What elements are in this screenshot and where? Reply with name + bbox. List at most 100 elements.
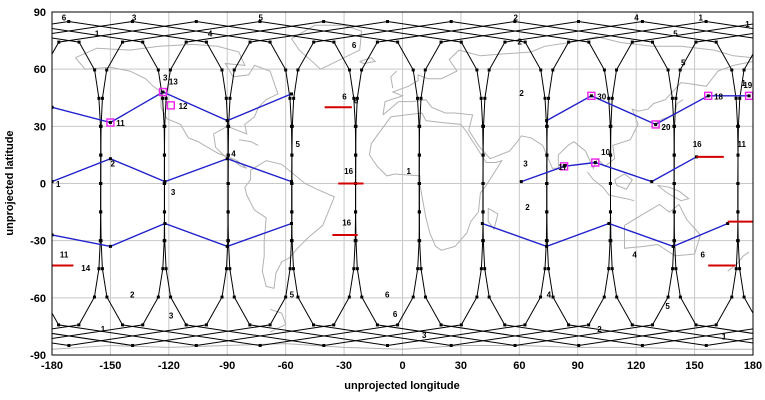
track-marker	[670, 96, 674, 100]
satellite-label: 18	[714, 93, 723, 102]
track-marker	[545, 124, 549, 128]
track-marker	[736, 182, 740, 185]
track-marker	[226, 210, 230, 214]
track-marker	[487, 68, 491, 72]
satellite-label: 6	[354, 96, 359, 105]
link-node-marker	[225, 157, 229, 161]
satellite-label: 3	[132, 13, 137, 22]
satellite-label: 17	[558, 163, 567, 172]
track-marker	[354, 153, 358, 157]
x-tick-label: -60	[278, 360, 294, 372]
map-outline-uk	[390, 70, 398, 89]
satellite-label: 3	[163, 74, 168, 83]
track-marker	[481, 210, 485, 214]
track-marker	[396, 323, 400, 327]
satellite-label: 6	[700, 251, 705, 260]
link-node-marker	[108, 121, 112, 125]
track-marker	[99, 210, 103, 214]
track-marker	[322, 20, 326, 24]
track-marker	[284, 68, 288, 72]
track-marker	[98, 124, 102, 128]
x-tick-label: -120	[158, 360, 180, 372]
link-node-marker	[225, 119, 229, 123]
track-marker	[348, 68, 352, 72]
track-marker	[483, 96, 487, 100]
satellite-label: 30	[597, 93, 606, 102]
satellite-label: 6	[352, 41, 357, 50]
track-marker	[678, 68, 682, 72]
track-marker	[608, 239, 612, 243]
track-marker	[481, 239, 485, 243]
isl-link	[52, 222, 292, 248]
x-tick-label: -150	[99, 360, 121, 372]
grid-layer	[51, 11, 754, 356]
track-marker	[156, 68, 160, 72]
track-marker	[567, 40, 571, 44]
inter-satellite-link-layer	[52, 90, 751, 248]
track-marker	[419, 96, 423, 100]
satellite-label: 3	[523, 159, 528, 168]
track-marker	[742, 295, 746, 299]
track-marker	[332, 40, 336, 44]
satellite-label: 1	[406, 167, 411, 176]
link-node-marker	[562, 164, 566, 168]
highlighted-satellite-13	[158, 87, 168, 97]
track-marker	[714, 40, 718, 44]
track-marker	[130, 20, 134, 24]
track-marker	[141, 323, 145, 327]
track-marker	[736, 239, 740, 243]
track-marker	[607, 267, 611, 271]
track-marker	[672, 153, 676, 157]
track-marker	[360, 295, 364, 299]
map-outline-new_zealand	[727, 251, 750, 272]
track-marker	[77, 323, 81, 327]
track-marker	[411, 295, 415, 299]
isl-link	[52, 91, 292, 124]
track-marker	[479, 96, 483, 100]
track-marker	[100, 96, 104, 100]
track-marker	[475, 295, 479, 299]
track-marker	[610, 96, 614, 100]
track-marker	[734, 96, 738, 100]
track-marker	[545, 153, 549, 157]
track-marker	[439, 323, 443, 327]
track-marker	[513, 20, 517, 24]
link-node-marker	[726, 222, 730, 226]
y-tick-label: 30	[34, 121, 46, 133]
track-marker	[224, 267, 228, 271]
track-marker	[630, 323, 634, 327]
satellite-label: 1	[741, 79, 746, 88]
track-marker	[742, 68, 746, 72]
track-marker	[736, 124, 740, 128]
track-marker	[226, 239, 230, 243]
highlighted-satellite-30	[587, 91, 596, 101]
track-marker	[640, 20, 644, 24]
y-tick-label: -60	[30, 293, 46, 305]
track-marker	[672, 210, 676, 214]
satellite-label: 6	[62, 13, 67, 22]
track-marker	[678, 295, 682, 299]
track-marker	[539, 295, 543, 299]
track-marker	[587, 40, 591, 44]
track-marker	[312, 323, 316, 327]
track-marker	[411, 68, 415, 72]
highlighted-satellite-11	[106, 118, 115, 127]
track-marker	[614, 68, 618, 72]
track-marker	[161, 267, 165, 271]
link-node-marker	[290, 180, 294, 184]
track-marker	[577, 20, 581, 24]
satellite-label: 16	[342, 218, 351, 227]
track-marker	[608, 153, 612, 157]
track-marker	[93, 68, 97, 72]
satellite-label: 1	[722, 333, 727, 342]
link-node-marker	[706, 94, 710, 98]
track-marker	[608, 210, 612, 214]
track-marker	[99, 182, 103, 185]
x-tick-label: 0	[399, 360, 405, 372]
x-tick-label: 120	[627, 360, 645, 372]
satellite-label: 2	[517, 37, 522, 46]
satellite-label: 6	[385, 291, 390, 300]
track-marker	[162, 210, 166, 214]
